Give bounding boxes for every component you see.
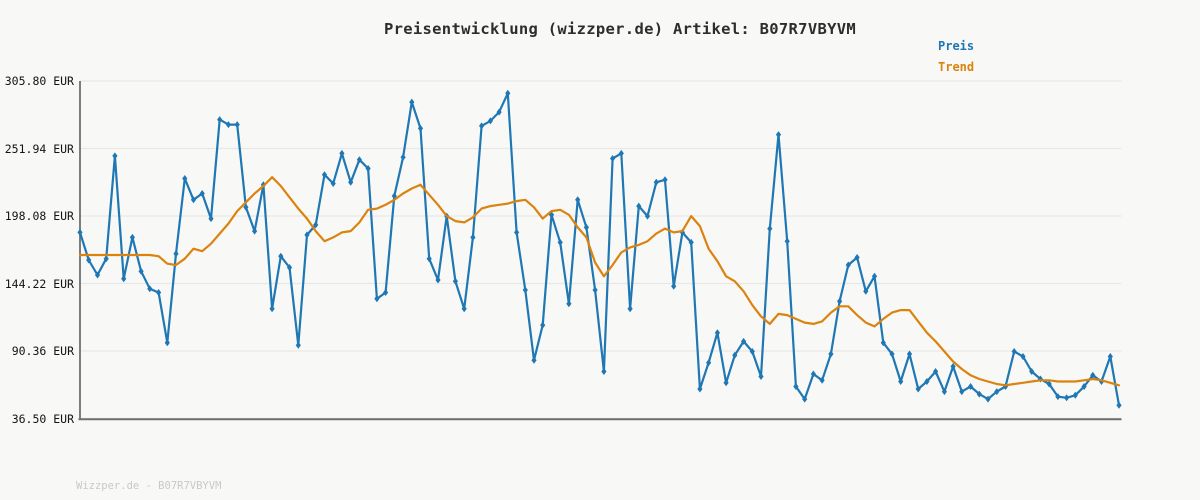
y-tick-label-2: 198.08 EUR xyxy=(4,209,74,223)
preis-line xyxy=(78,92,1121,407)
watermark: Wizzper.de - B07R7VBYVM xyxy=(76,480,222,492)
y-tick-label-5: 36.50 EUR xyxy=(11,411,74,426)
legend-item-trend: Trend xyxy=(938,60,975,74)
y-tick-label-3: 144.22 EUR xyxy=(4,276,74,291)
trend-line xyxy=(78,176,1121,387)
chart-legend: Preis Trend xyxy=(938,39,974,81)
y-tick-label-0: 305.80 EUR xyxy=(4,74,74,88)
legend-item-preis: Preis xyxy=(938,39,975,53)
y-tick-label-4: 90.36 EUR xyxy=(11,344,74,358)
preis-markers xyxy=(77,89,1122,409)
chart-title: Preisentwicklung (wizzper.de) Artikel: B… xyxy=(384,20,856,38)
y-tick-label-1: 251.94 EUR xyxy=(4,141,74,156)
